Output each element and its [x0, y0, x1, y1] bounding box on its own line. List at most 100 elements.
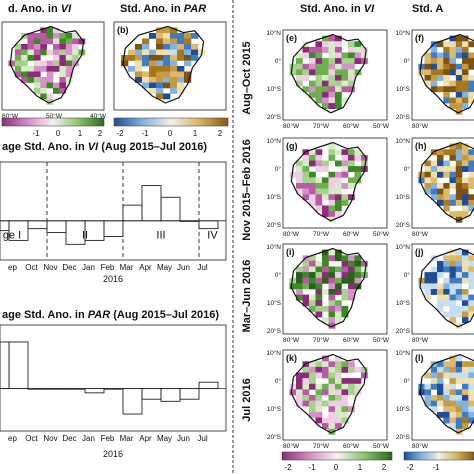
map-cell: [163, 49, 171, 56]
map-cell: [322, 400, 329, 407]
map-cell: [468, 166, 474, 172]
map-cell: [348, 361, 355, 368]
map-cell: [462, 395, 469, 401]
map-cell: [437, 58, 444, 64]
map-cell: [462, 389, 469, 396]
map-cell: [289, 63, 297, 70]
month-tick: Nov: [43, 434, 57, 443]
map-cell: [14, 49, 22, 56]
map-cell: [289, 69, 297, 76]
map-cell: [335, 205, 342, 212]
map-cell: [449, 149, 456, 156]
map-cell: [418, 283, 425, 290]
map-cell: [335, 75, 342, 81]
month-tick: Dec: [62, 434, 76, 443]
map-cell: [354, 52, 362, 59]
map-cell: [335, 300, 342, 307]
map-cell: [348, 177, 355, 184]
map-cell: [328, 41, 336, 48]
map-cell: [468, 300, 474, 307]
bar: [65, 388, 86, 390]
map-cell: [455, 372, 463, 379]
map-cell: [335, 406, 342, 413]
map-cell: [302, 160, 310, 167]
map-cell: [335, 80, 342, 87]
map-cell: [296, 372, 303, 379]
map-cell: [289, 389, 297, 396]
map-cell: [322, 160, 329, 167]
plot-frame: [0, 324, 227, 432]
map-cell: [163, 66, 171, 72]
map-cell: [46, 77, 54, 83]
map-cell: [437, 383, 444, 390]
map-cell: [335, 277, 342, 284]
map-cell: [40, 66, 47, 72]
map-cell: [462, 75, 469, 81]
map-cell: [437, 400, 444, 407]
map-cell: [33, 71, 41, 78]
map-cell: [341, 86, 349, 93]
map-cell: [302, 372, 310, 379]
map-cell: [296, 400, 303, 407]
map-cell: [449, 211, 456, 217]
map-cell: [296, 389, 303, 396]
map-cell: [289, 171, 297, 178]
map-cell: [430, 177, 438, 184]
cbar-par-tick: -1: [141, 129, 149, 138]
map-cell: [443, 395, 450, 401]
lon-tick: 50°W: [46, 112, 63, 120]
map-cell: [361, 52, 368, 59]
map-cell: [462, 58, 469, 64]
bar-chart-title: age Std. Ano. in PAR (Aug 2015–Jul 2016): [2, 309, 219, 321]
map-cell: [322, 177, 329, 184]
map-cell: [142, 60, 150, 67]
map-cell: [14, 60, 22, 67]
map-cell: [335, 317, 342, 323]
map-cell: [462, 149, 469, 156]
map-cell: [315, 294, 323, 301]
map-cell: [437, 378, 444, 384]
bar: [122, 388, 143, 415]
month-tick: Dec: [62, 263, 76, 272]
map-cell: [348, 63, 355, 70]
map-cell: [328, 103, 336, 109]
map-cell: [418, 69, 425, 76]
map-cell: [462, 177, 469, 184]
month-tick: Jan: [82, 434, 95, 443]
map-cell: [315, 160, 323, 167]
map-cell: [322, 272, 329, 278]
map-cell: [455, 177, 463, 184]
map-cell: [348, 41, 355, 48]
map-cell: [455, 266, 463, 273]
map-cell: [424, 395, 431, 401]
map-cell: [462, 205, 469, 212]
map-cell: [341, 366, 349, 373]
map-cell: [443, 361, 450, 368]
map-cell: [437, 86, 444, 93]
map-cell: [462, 289, 469, 295]
map-cell: [424, 277, 431, 284]
bar: [46, 388, 67, 390]
row-label: Jul 2016: [241, 378, 253, 421]
map-cell: [430, 277, 438, 284]
map-cell: [455, 378, 463, 384]
map-cell: [430, 366, 438, 373]
map-cell: [296, 160, 303, 167]
map-cell: [455, 46, 463, 53]
map-cell: [430, 58, 438, 64]
map-cell: [322, 63, 329, 70]
map-cell: [449, 183, 456, 189]
map-cell: [322, 417, 329, 424]
month-tick: Jun: [177, 434, 190, 443]
bar: [46, 220, 67, 234]
map-cell: [335, 423, 342, 429]
map-cell: [309, 46, 316, 53]
map-cell: [177, 88, 185, 94]
map-cell: [354, 389, 362, 396]
year-label: 2016: [103, 274, 123, 284]
map-cell: [309, 80, 316, 87]
panel-label: (l): [415, 353, 424, 363]
bar: [141, 388, 162, 400]
map-cell: [322, 289, 329, 295]
map-cell: [302, 272, 310, 278]
